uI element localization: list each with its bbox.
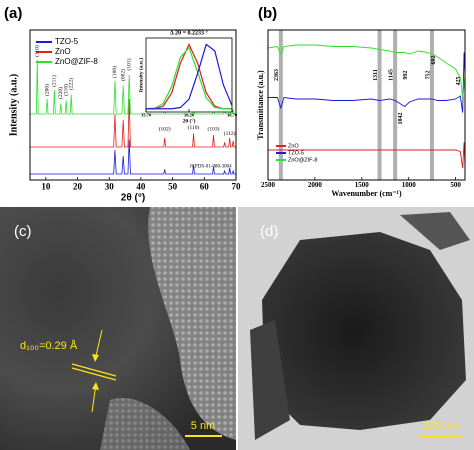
x-tick-label: 1000 [402, 181, 417, 189]
lattice-annotation: d₁₀₀=0.29 Å [20, 339, 78, 352]
panel-label: (b) [258, 5, 277, 22]
scale-bar-label: 5 nm [191, 420, 215, 432]
series-line [145, 46, 232, 110]
x-tick-label: 35.70 [141, 113, 152, 118]
peak-label: 992 [403, 71, 409, 80]
y-axis-label: Transmittance (a.u.) [256, 70, 265, 140]
peak-label: (220) [57, 87, 64, 99]
panel-label: (d) [260, 223, 278, 240]
x-tick-label: 50 [168, 181, 178, 191]
x-tick-label: 40 [136, 181, 146, 191]
y-axis-label: Intensity (a.u.) [137, 58, 144, 93]
x-tick-label: 70 [232, 181, 242, 191]
peak-label: (211) [51, 75, 58, 87]
legend-label: ZnO [55, 47, 71, 56]
peak-label: JCPDS-01-080-3004 [190, 165, 232, 170]
peak-label: (002) [119, 69, 126, 81]
x-tick-label: 20 [73, 181, 83, 191]
peak-label: (112) [224, 130, 236, 137]
peak-label: 425 [456, 77, 462, 86]
plot-frame [29, 29, 237, 181]
x-tick-label: 500 [450, 181, 461, 189]
peak-label: (222) [67, 78, 74, 90]
x-tick-label: 1500 [355, 181, 370, 189]
plot-frame [267, 29, 466, 181]
highlight-band [429, 30, 434, 180]
peak-label: (310) [62, 84, 69, 96]
x-tick-label: 36.70 [227, 113, 238, 118]
peak-label: (103) [208, 125, 220, 132]
legend-label: ZnO@ZIF-8 [288, 157, 317, 163]
peak-label: 692 [431, 56, 437, 65]
peak-label: 1042 [398, 113, 404, 125]
series-line [267, 44, 466, 98]
x-tick-label: 2000 [308, 181, 323, 189]
peak-label: (100) [111, 66, 118, 78]
panel-label: (c) [14, 223, 32, 240]
peak-label: 2363 [274, 69, 280, 81]
legend-label: TZO-5 [288, 150, 304, 156]
tem-image-c [0, 207, 236, 450]
legend-label: ZnO@ZIF-8 [55, 57, 98, 66]
peak-label: (110) [188, 124, 200, 131]
legend-label: TZO-5 [55, 37, 79, 46]
peak-label: 752 [425, 71, 431, 80]
x-axis-label: 2θ (°) [183, 117, 196, 124]
x-tick-label: 60 [200, 181, 210, 191]
peak-label: (102) [159, 125, 171, 132]
panel-label: (a) [4, 5, 22, 22]
peak-label: (110) [34, 45, 41, 57]
x-tick-label: 36.20 [184, 113, 195, 118]
tem-image-d [238, 207, 474, 450]
series-line [268, 52, 466, 113]
x-tick-label: 30 [105, 181, 115, 191]
series-line [30, 98, 236, 148]
scale-bar-label: 100 nm [423, 420, 460, 432]
highlight-band [393, 30, 398, 180]
x-tick-label: 10 [41, 181, 51, 191]
highlight-band [278, 30, 283, 180]
inset-annotation: Δ 2θ = 0.2233 ° [170, 29, 208, 36]
series-line [146, 42, 232, 110]
peak-label: (200) [43, 84, 50, 96]
peak-label: (101) [125, 58, 132, 70]
legend-label: ZnO [288, 143, 299, 149]
peak-label: 1311 [373, 69, 379, 81]
series-line [146, 43, 233, 110]
y-axis-label: Intensity (a.u.) [8, 74, 19, 137]
series-line [268, 142, 466, 169]
highlight-band [377, 30, 382, 180]
x-tick-label: 2500 [261, 181, 276, 189]
x-axis-label: Wavenumber (cm⁻¹) [331, 189, 402, 198]
peak-label: 1145 [388, 69, 394, 81]
x-axis-label: 2θ (°) [121, 193, 145, 204]
series-line [30, 139, 236, 175]
